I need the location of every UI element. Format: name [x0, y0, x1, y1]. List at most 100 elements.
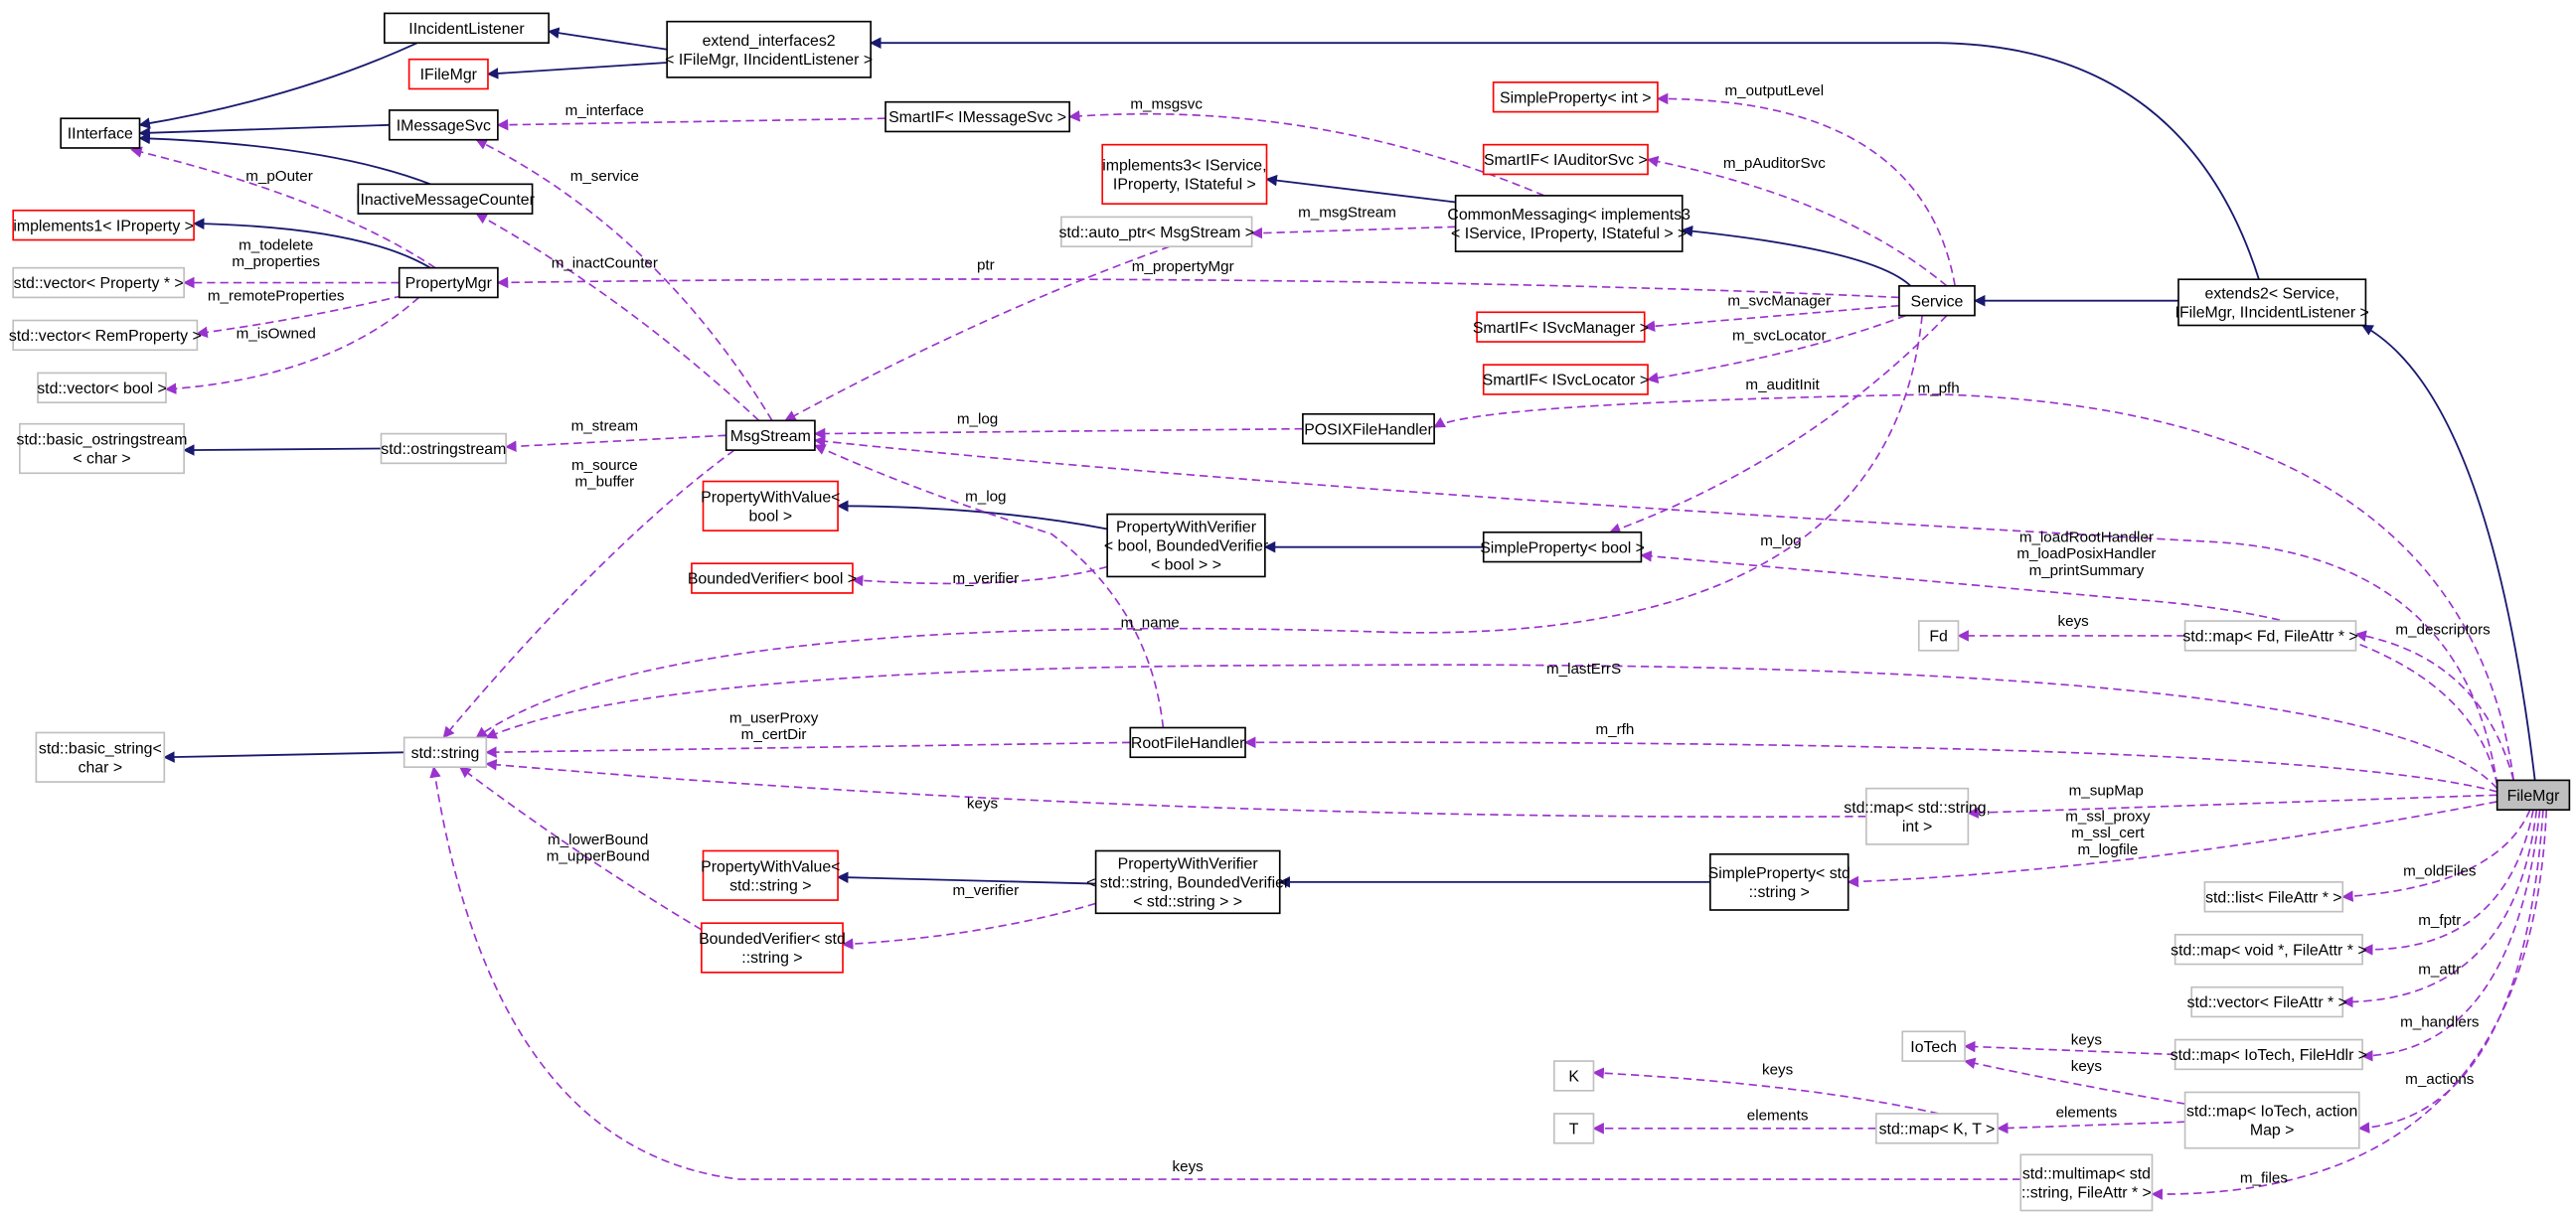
node-box [19, 422, 185, 475]
node-box [1874, 1113, 1999, 1144]
node-box [885, 100, 1070, 133]
usage-arrow [1656, 92, 1956, 286]
edge-IMessageSvc-to-IInterface [138, 123, 390, 139]
class-node-map_K_T[interactable]: std::map< K, T > [1874, 1113, 1999, 1144]
inheritance-arrow [2361, 324, 2536, 781]
node-label: Service [1911, 293, 1964, 310]
node-box [1060, 216, 1253, 247]
class-node-auto_ptr[interactable]: std::auto_ptr< MsgStream > [1058, 216, 1254, 247]
class-node-SmartIF_IMessageSvc[interactable]: SmartIF< IMessageSvc > [885, 100, 1070, 133]
class-node-IInactiveMessageCounter[interactable]: IInactiveMessageCounter [356, 183, 536, 215]
class-node-map_string_int[interactable]: std::map< std::string,int > [1844, 787, 1991, 845]
class-node-vector_RemProperty[interactable]: std::vector< RemProperty > [9, 319, 202, 352]
class-node-CommonMessaging[interactable]: CommonMessaging< implements3 < IService, … [1447, 195, 1690, 252]
usage-arrow [475, 315, 1923, 739]
class-node-PWV_string[interactable]: PropertyWithValue<std::string > [701, 849, 840, 901]
node-label: SmartIF< IMessageSvc > [888, 109, 1066, 126]
node-box [407, 58, 489, 90]
class-node-basic_ostringstream[interactable]: std::basic_ostringstream< char > [17, 422, 188, 475]
edge-label: m_fptr [2418, 912, 2461, 929]
node-label: ::string > [741, 950, 802, 967]
class-node-vector_bool[interactable]: std::vector< bool > [37, 372, 167, 404]
class-node-SmartIF_IAuditorSvc[interactable]: SmartIF< IAuditorSvc > [1482, 143, 1649, 176]
inheritance-arrow [836, 500, 1108, 531]
edge-label: m_files [2240, 1169, 2289, 1186]
class-node-implements3[interactable]: implements3< IService, IProperty, IStatef… [1101, 143, 1268, 205]
class-node-SimpleProperty_string[interactable]: SimpleProperty< std::string > [1708, 852, 1851, 911]
class-node-IIncidentListener[interactable]: IIncidentListener [383, 12, 550, 44]
class-node-PWVer_string[interactable]: PropertyWithVerifier< std::string, Bound… [1086, 849, 1290, 915]
node-label: std::ostringstream [381, 441, 506, 458]
class-node-MsgStream[interactable]: MsgStream [724, 419, 816, 451]
node-box [2019, 1153, 2154, 1212]
usage-arrow [1243, 736, 2497, 793]
class-node-BoundedVerifier_string[interactable]: BoundedVerifier< std::string > [699, 922, 846, 974]
class-node-basic_string[interactable]: std::basic_string<char > [35, 731, 166, 783]
inheritance-arrow [1681, 225, 1912, 287]
class-node-ostringstream[interactable]: std::ostringstream [380, 432, 507, 465]
class-node-implements1[interactable]: implements1< IProperty > [12, 209, 195, 241]
node-label: Fd [1929, 629, 1948, 646]
class-node-SimpleProperty_int[interactable]: SimpleProperty< int > [1492, 81, 1659, 113]
class-node-POSIXFileHandler[interactable]: POSIXFileHandler [1302, 412, 1435, 445]
node-label: std::vector< RemProperty > [9, 328, 202, 345]
node-label: PropertyWithValue< [701, 489, 840, 506]
edge-Service-to-SimpleProperty_bool: m_auditInit [1608, 315, 1948, 534]
class-node-extend_interfaces2[interactable]: extend_interfaces2 < IFileMgr, IIncidentL… [665, 20, 873, 78]
node-box [1129, 726, 1246, 759]
class-node-PWVer_bool[interactable]: PropertyWithVerifier < bool, BoundedVerif… [1104, 513, 1269, 578]
class-node-SimpleProperty_bool[interactable]: SimpleProperty< bool > [1480, 531, 1645, 563]
usage-arrow [2341, 809, 2531, 902]
class-node-multimap[interactable]: std::multimap< std::string, FileAttr * > [2019, 1153, 2154, 1212]
usage-arrow [485, 759, 1866, 818]
edge-PWVer_string-to-BoundedVerifier_string: m_verifier [841, 882, 1096, 950]
class-node-FileMgr[interactable]: FileMgr [2496, 779, 2571, 811]
node-box [1865, 787, 1970, 845]
class-node-map_Fd[interactable]: std::map< Fd, FileAttr * > [2182, 620, 2358, 652]
node-box [388, 109, 499, 141]
usage-arrow [1608, 315, 1948, 534]
edge-label: m_source [571, 457, 638, 474]
inheritance-arrow [138, 42, 418, 129]
class-node-IMessageSvc[interactable]: IMessageSvc [388, 109, 499, 141]
class-node-Fd[interactable]: Fd [1917, 620, 1960, 652]
class-node-vector_FileAttr[interactable]: std::vector< FileAttr * > [2187, 986, 2347, 1018]
class-node-K[interactable]: K [1552, 1060, 1595, 1092]
node-label: SmartIF< IAuditorSvc > [1484, 152, 1648, 169]
class-node-SmartIF_ISvcLocator[interactable]: SmartIF< ISvcLocator > [1483, 364, 1649, 395]
class-node-SmartIF_ISvcManager[interactable]: SmartIF< ISvcManager > [1473, 311, 1649, 343]
class-node-Service[interactable]: Service [1898, 284, 1976, 317]
usage-arrow [813, 427, 1303, 440]
node-box [357, 183, 534, 215]
edge-map_IoTech_FileHdlr-to-IoTech: keys [1963, 1032, 2175, 1056]
usage-arrow [1250, 226, 1456, 239]
edge-label: m_loadPosixHandler [2016, 545, 2156, 562]
class-node-BoundedVerifier_bool[interactable]: BoundedVerifier< bool > [688, 562, 857, 594]
class-node-vector_Property[interactable]: std::vector< Property * > [12, 266, 185, 299]
class-node-RootFileHandler[interactable]: RootFileHandler [1129, 726, 1246, 759]
node-box [2177, 278, 2367, 327]
class-node-string[interactable]: std::string [402, 736, 488, 768]
usage-arrow [475, 138, 773, 421]
node-label: std::string > [729, 877, 811, 894]
inheritance-arrow [192, 218, 431, 269]
edge-label: elements [1747, 1108, 1809, 1125]
class-node-extends2[interactable]: extends2< Service, IFileMgr, IIncidentLis… [2175, 278, 2369, 327]
class-node-PWV_bool[interactable]: PropertyWithValue< bool > [701, 480, 840, 531]
edge-Service-to-SimpleProperty_int: m_outputLevel [1656, 82, 1956, 286]
class-node-IoTech[interactable]: IoTech [1901, 1030, 1966, 1062]
edge-IIncidentListener-to-IInterface [138, 42, 418, 129]
edge-PropertyMgr-to-IInterface: m_pOuter [130, 146, 436, 269]
class-node-map_IoTech_FileHdlr[interactable]: std::map< IoTech, FileHdlr > [2171, 1038, 2367, 1071]
class-node-list_FileAttr[interactable]: std::list< FileAttr * > [2203, 881, 2344, 913]
class-node-PropertyMgr[interactable]: PropertyMgr [398, 266, 499, 299]
node-label: std::list< FileAttr * > [2205, 889, 2342, 906]
node-box [2203, 881, 2344, 913]
class-node-IInterface[interactable]: IInterface [60, 117, 141, 149]
class-node-T[interactable]: T [1552, 1113, 1595, 1144]
class-node-map_void[interactable]: std::map< void *, FileAttr * > [2171, 933, 2367, 966]
class-node-IFileMgr[interactable]: IFileMgr [407, 58, 489, 90]
